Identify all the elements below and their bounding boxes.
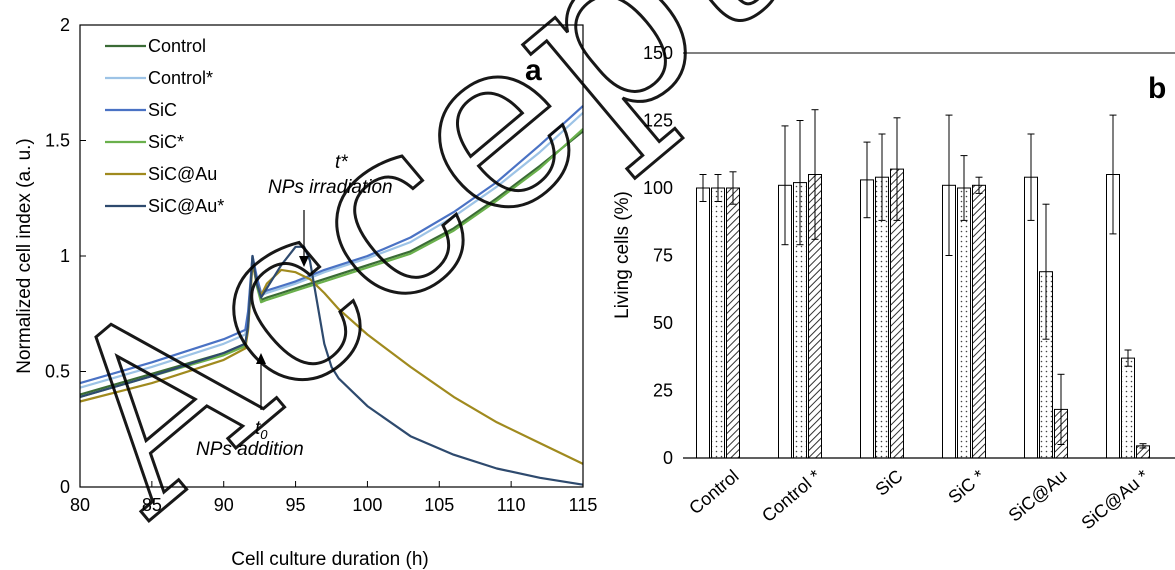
panel-a-x-tick-label: 90: [214, 495, 234, 515]
panel-a-label: a: [525, 54, 542, 87]
panel-b-error-bar: [729, 171, 737, 205]
panel-b-error-bar: [1057, 373, 1065, 445]
panel-a-series-line-6: [79, 245, 584, 486]
panel-b-error-bar: [945, 114, 953, 256]
panel-a-series-line-2: [79, 111, 584, 389]
panel-a-legend-entry: SiC: [105, 100, 177, 120]
annotation-irradiation-text: NPs irradiation: [268, 177, 393, 198]
panel-b-error-bar: [781, 125, 789, 246]
panel-a-x-tick-label: 105: [424, 495, 454, 515]
annotation-t0: t0: [255, 418, 268, 442]
panel-b-bar: [1121, 357, 1135, 459]
panel-b-error-bar: [975, 176, 983, 194]
panel-a-ticks: 80 85 90 95 100 105 110 115 0 0.5 1 1.5 2: [45, 15, 597, 515]
panel-b-category-label: Control *: [758, 466, 825, 526]
panel-a-legend-label: SiC*: [148, 132, 184, 152]
panel-b-y-tick-label: 0: [663, 448, 673, 468]
panel-b-bar: [726, 187, 740, 459]
panel-b-category-label: Control: [685, 466, 742, 519]
annotation-t-star: t*: [335, 152, 348, 173]
panel-b-error-bar: [1109, 114, 1117, 235]
panel-b-error-bar: [1027, 133, 1035, 221]
panel-b-error-bar: [960, 155, 968, 221]
annotation-addition: t0 NPs addition: [196, 353, 304, 460]
panel-b-bar: [696, 187, 710, 459]
panel-b-category-label: SiC: [871, 466, 906, 500]
panel-a-y-tick-label: 1.5: [45, 131, 70, 151]
panel-a-legend-entry: Control: [105, 36, 206, 56]
panel-b-error-bar: [699, 174, 707, 202]
panel-a-x-tick-label: 95: [286, 495, 306, 515]
panel-b-bars: [696, 109, 1150, 459]
panel-a-legend-label: SiC: [148, 100, 177, 120]
panel-a-legend-entry: Control*: [105, 68, 213, 88]
panel-b-y-tick-label: 75: [653, 246, 673, 266]
panel-a-x-tick-label: 115: [569, 495, 598, 515]
panel-b-error-bar: [811, 109, 819, 240]
panel-b-error-bar: [878, 133, 886, 221]
panel-b-bar-chart: 0 25 50 75 100 125 150 Control Control * SiC SiC *…: [612, 43, 1175, 533]
panel-b-label: b: [1148, 72, 1166, 105]
panel-b-y-tick-label: 50: [653, 313, 673, 333]
panel-b-bar: [860, 179, 874, 459]
panel-a-x-axis-label: Cell culture duration (h): [231, 549, 428, 570]
panel-a-legend: Control Control* SiC SiC* SiC@Au SiC@Au*: [105, 36, 224, 216]
panel-a-series-line-4: [79, 128, 584, 398]
panel-a-legend-label: SiC@Au: [148, 164, 217, 184]
panel-b-y-tick-label: 125: [643, 111, 673, 131]
panel-b-error-bar: [796, 120, 804, 246]
panel-b-category-label: SiC@Au *: [1077, 466, 1152, 534]
panel-a-y-axis-label: Normalized cell index (a. u.): [14, 138, 35, 373]
panel-a-legend-label: SiC@Au*: [148, 196, 224, 216]
panel-b-y-axis-label: Living cells (%): [612, 191, 633, 319]
annotation-addition-arrowhead: [256, 353, 266, 364]
panel-b-category-label: SiC *: [944, 466, 988, 508]
panel-b-y-tick-label: 150: [643, 43, 673, 63]
panel-a-x-tick-label: 110: [497, 495, 526, 515]
panel-b-error-bar: [1139, 443, 1147, 449]
panel-b-y-tick-label: 100: [643, 178, 673, 198]
panel-b-category-label: SiC@Au: [1005, 466, 1071, 526]
panel-a-line-chart: 80 85 90 95 100 105 110 115 0 0.5 1 1.5 2 Cell cultu…: [14, 15, 597, 570]
panel-a-y-tick-label: 0: [60, 477, 70, 497]
annotation-irradiation-arrowhead: [299, 256, 309, 267]
panel-a-legend-entry: SiC@Au*: [105, 196, 224, 216]
panel-a-y-tick-label: 0.5: [45, 362, 70, 382]
panel-a-series-line-3: [79, 105, 584, 385]
panel-a-x-tick-label: 85: [142, 495, 162, 515]
annotation-addition-text: NPs addition: [196, 439, 304, 460]
panel-a-series-line-5: [79, 261, 584, 465]
panel-b-error-bar: [863, 141, 871, 219]
panel-b-error-bar: [893, 117, 901, 221]
panel-a-legend-label: Control*: [148, 68, 213, 88]
panel-b-bar: [972, 184, 986, 459]
panel-b-y-tick-label: 25: [653, 381, 673, 401]
panel-b-bar: [711, 187, 725, 459]
panel-b-error-bar: [1042, 203, 1050, 340]
panel-a-y-tick-label: 1: [60, 246, 70, 266]
panel-b-error-bar: [714, 174, 722, 202]
panel-a-legend-entry: SiC*: [105, 132, 184, 152]
panel-a-plot-area: [79, 105, 584, 486]
panel-a-legend-label: Control: [148, 36, 206, 56]
panel-a-legend-entry: SiC@Au: [105, 164, 217, 184]
panel-b-error-bar: [1124, 349, 1132, 367]
panel-a-y-tick-label: 2: [60, 15, 70, 35]
annotation-irradiation: t* NPs irradiation: [268, 152, 393, 267]
panel-b-bar: [957, 187, 971, 459]
panel-a-x-tick-label: 100: [352, 495, 382, 515]
panel-a-x-tick-label: 80: [70, 495, 90, 515]
